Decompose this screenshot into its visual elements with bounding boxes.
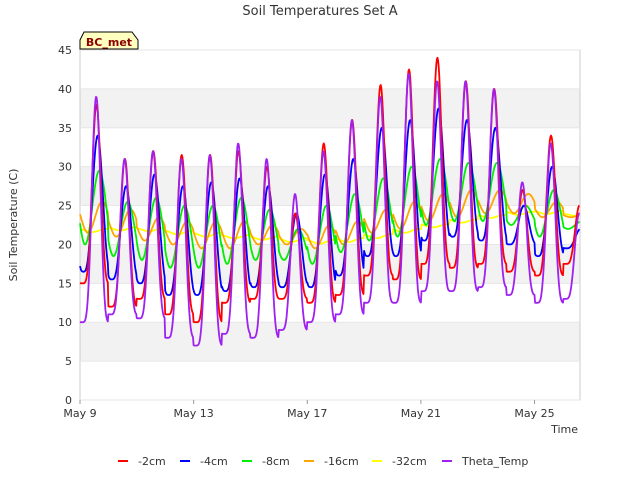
legend: -2cm -4cm -8cm -16cm -32cm Theta_Temp xyxy=(118,455,528,468)
badge-shape xyxy=(79,31,139,50)
y-tick-label: 35 xyxy=(58,122,72,135)
grid-band xyxy=(80,88,580,128)
y-tick-label: 5 xyxy=(65,355,72,368)
x-tick-label: May 9 xyxy=(63,407,96,420)
x-tick-label: May 13 xyxy=(174,407,214,420)
legend-entry-label: -32cm xyxy=(392,455,427,468)
x-axis-label: Time xyxy=(550,423,578,436)
grid-band xyxy=(80,166,580,206)
y-tick-label: 20 xyxy=(58,238,72,251)
x-tick-label: May 25 xyxy=(514,407,554,420)
y-tick-label: 15 xyxy=(58,277,72,290)
y-tick-label: 45 xyxy=(58,44,72,57)
y-tick-label: 10 xyxy=(58,316,72,329)
station-badge: BC_met xyxy=(79,31,139,50)
y-tick-label: 30 xyxy=(58,161,72,174)
y-tick-label: 25 xyxy=(58,200,72,213)
x-tick-label: May 21 xyxy=(401,407,441,420)
y-tick-label: 40 xyxy=(58,83,72,96)
legend-entry-label: -4cm xyxy=(200,455,228,468)
legend-entry-label: Theta_Temp xyxy=(461,455,528,468)
y-tick-label: 0 xyxy=(65,394,72,407)
chart-title: Soil Temperatures Set A xyxy=(242,4,397,19)
grid-band xyxy=(80,322,580,362)
series-lines xyxy=(79,56,581,347)
y-axis-label: Soil Temperature (C) xyxy=(7,169,20,282)
x-tick-label: May 17 xyxy=(287,407,327,420)
legend-entry-label: -8cm xyxy=(262,455,290,468)
badge-label: BC_met xyxy=(86,36,132,49)
series-line xyxy=(79,72,580,347)
legend-entry-label: -2cm xyxy=(138,455,166,468)
x-axis: May 9 May 13 May 17 May 21 May 25 xyxy=(63,400,555,420)
legend-entry-label: -16cm xyxy=(324,455,359,468)
